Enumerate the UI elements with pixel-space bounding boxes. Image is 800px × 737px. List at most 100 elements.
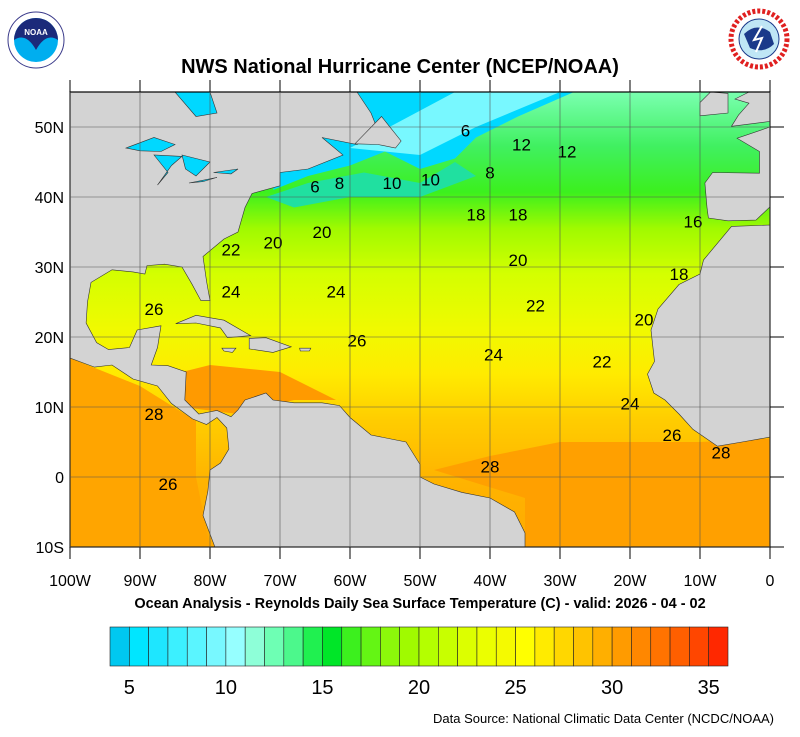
lon-tick-label: 90W [124,573,158,590]
colorbar-swatch [611,626,632,667]
noaa-logo: NOAA [7,11,65,69]
contour-label: 28 [712,444,731,463]
colorbar-swatch [380,626,400,667]
colorbar-swatch [399,626,420,667]
europe-land [704,126,771,222]
contour-label: 24 [222,283,241,302]
colorbar-swatch [534,626,555,667]
lon-tick-label: 100W [49,573,92,590]
cool-water-region [350,92,560,155]
page-title: NWS National Hurricane Center (NCEP/NOAA… [181,56,619,78]
contour-label: 22 [526,297,545,316]
colorbar-swatch [186,626,207,667]
colorbar-swatch [553,626,574,667]
colorbar-swatch [283,626,304,667]
frontal-zone [266,162,476,208]
lon-tick-label: 0 [766,573,775,590]
contour-label: 24 [327,283,346,302]
contour-label: 24 [484,346,503,365]
lon-tick-label: 80W [194,573,228,590]
colorbar-tick-label: 15 [311,677,333,699]
contour-label: 22 [593,353,612,372]
contour-label: 20 [264,234,283,253]
colorbar-swatch [322,626,343,667]
newfoundland-land [354,116,402,149]
colorbar-swatch [457,626,478,667]
contour-label: 6 [461,122,470,141]
lon-tick-label: 30W [544,573,578,590]
contour-label: 26 [159,475,178,494]
lat-tick-label: 20N [35,330,64,347]
colorbar-tick-label: 30 [601,677,623,699]
caribbean-warm-region [182,365,336,414]
contour-label: 18 [670,265,689,284]
contour-label: 6 [310,178,319,197]
map-subtitle: Ocean Analysis - Reynolds Daily Sea Surf… [134,596,706,612]
colorbar-swatch [341,626,362,667]
lon-tick-label: 20W [614,573,648,590]
lake-ontario [213,168,239,175]
contour-label: 20 [313,223,332,242]
contour-label: 20 [509,251,528,270]
colorbar-swatch [109,626,130,667]
contour-label: 22 [222,241,241,260]
lat-tick-label: 40N [35,190,64,207]
colorbar-swatch [302,626,323,667]
contour-label: 8 [335,174,344,193]
lake-superior [124,137,176,152]
lon-tick-label: 10W [684,573,718,590]
contour-label: 18 [467,206,486,225]
svg-text:NOAA: NOAA [24,28,48,37]
lat-tick-label: 30N [35,260,64,277]
colorbar-swatch [631,626,652,667]
contour-label: 26 [663,426,682,445]
colorbar-swatch [148,626,169,667]
lat-tick-label: 10N [35,400,64,417]
colorbar-swatch [669,626,690,667]
hispaniola-land [248,337,293,353]
colorbar-swatch [418,626,439,667]
lat-tick-label: 10S [36,540,64,557]
cuba-land [175,314,252,339]
lon-tick-label: 60W [334,573,368,590]
contour-label: 28 [145,405,164,424]
lake-michigan [153,154,183,186]
lon-tick-label: 50W [404,573,438,590]
nws-logo [728,8,790,70]
contour-label: 18 [509,206,528,225]
contour-label: 12 [558,143,577,162]
colorbar-swatch [167,626,188,667]
colorbar-swatch [708,626,729,667]
colorbar-swatch [438,626,458,667]
colorbar-swatch [573,626,594,667]
colorbar-swatch [495,626,516,667]
contour-label: 10 [421,171,440,190]
puerto-rico-land [299,347,312,352]
colorbar-tick-label: 25 [504,677,526,699]
colorbar-swatch [360,626,381,667]
colorbar-swatch [244,626,265,667]
lon-tick-label: 40W [474,573,508,590]
colorbar-tick-label: 5 [124,677,135,699]
colorbar-swatch [206,626,227,667]
contour-label: 16 [684,213,703,232]
equatorial-warm-region [434,438,770,547]
colorbar-swatch [592,626,613,667]
colorbar-tick-label: 20 [408,677,430,699]
colorbar-swatch [225,626,246,667]
colorbar-swatch [129,626,149,667]
colorbar-swatch [476,626,497,667]
contour-label: 26 [145,300,164,319]
colorbar-swatch [264,626,285,667]
lat-tick-label: 50N [35,120,64,137]
lon-tick-label: 70W [264,573,298,590]
data-source: Data Source: National Climatic Data Cent… [433,711,774,726]
colorbar-swatch [650,626,671,667]
colorbar-tick-label: 10 [215,677,237,699]
colorbar-tick-label: 35 [698,677,720,699]
africa-land [647,224,771,447]
colorbar-swatch [515,626,536,667]
colorbar-swatch [689,626,709,667]
